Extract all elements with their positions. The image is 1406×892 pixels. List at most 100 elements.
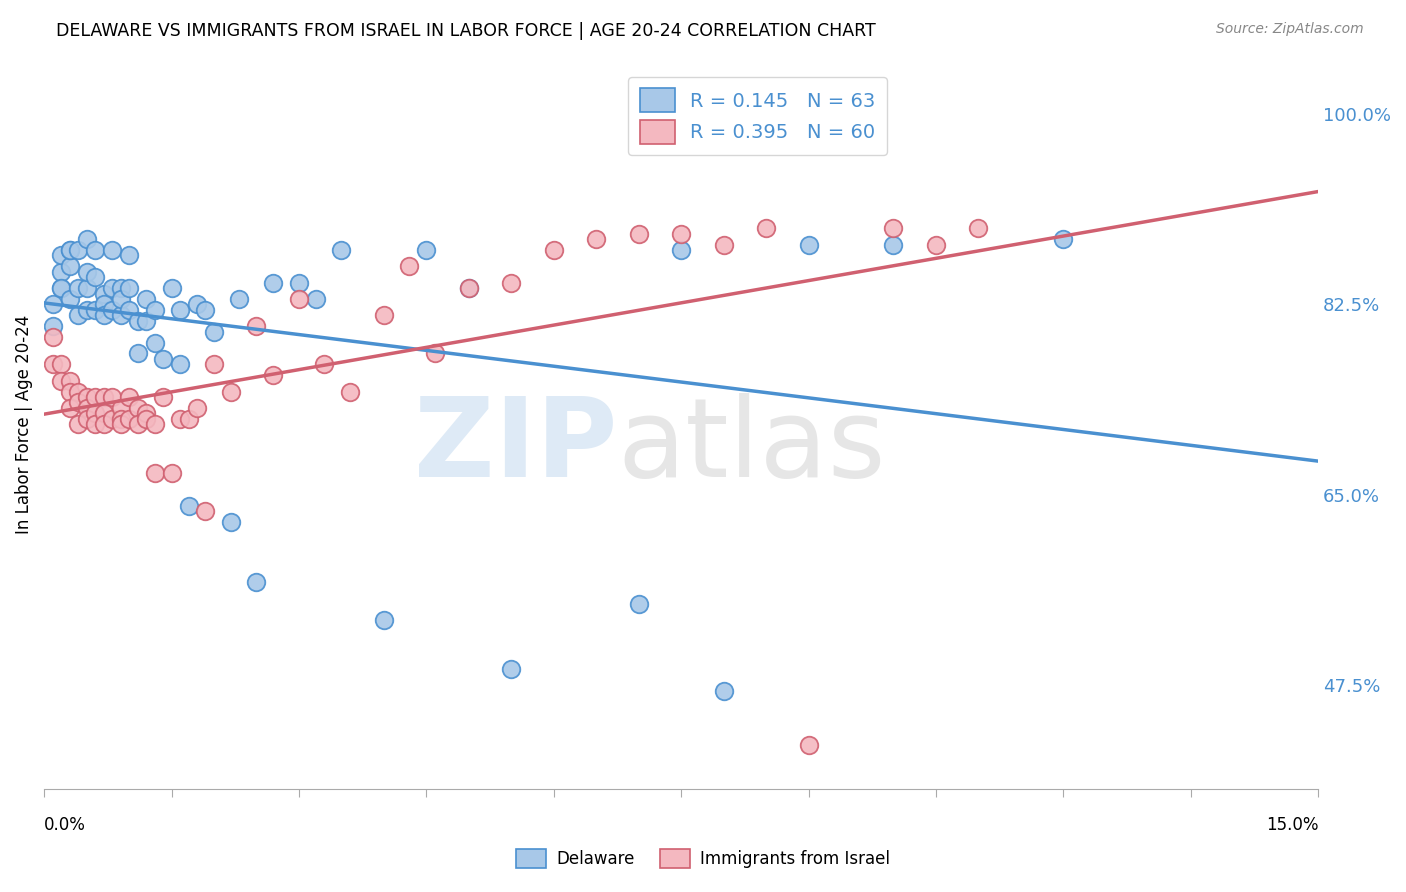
Point: [127, 346, 149, 360]
Point: [882, 221, 904, 235]
Point: [49, 248, 72, 262]
Point: [67, 384, 90, 399]
Point: [84, 270, 107, 285]
Point: [110, 292, 132, 306]
Point: [423, 346, 446, 360]
Point: [143, 302, 166, 317]
Point: [797, 738, 820, 752]
Point: [49, 357, 72, 371]
Point: [882, 237, 904, 252]
Point: [84, 390, 107, 404]
Text: ZIP: ZIP: [413, 392, 617, 500]
Point: [143, 335, 166, 350]
Text: 0.0%: 0.0%: [44, 816, 86, 834]
Point: [627, 597, 650, 611]
Y-axis label: In Labor Force | Age 20-24: In Labor Force | Age 20-24: [15, 315, 32, 533]
Point: [262, 276, 284, 290]
Point: [713, 683, 735, 698]
Point: [288, 292, 311, 306]
Point: [58, 401, 80, 415]
Point: [177, 499, 200, 513]
Point: [118, 281, 141, 295]
Point: [84, 406, 107, 420]
Point: [67, 243, 90, 257]
Point: [228, 292, 250, 306]
Point: [41, 297, 63, 311]
Point: [84, 417, 107, 432]
Point: [101, 281, 124, 295]
Point: [76, 265, 98, 279]
Point: [135, 314, 157, 328]
Point: [76, 232, 98, 246]
Point: [93, 406, 115, 420]
Text: Source: ZipAtlas.com: Source: ZipAtlas.com: [1216, 22, 1364, 37]
Point: [288, 276, 311, 290]
Point: [67, 395, 90, 409]
Point: [93, 297, 115, 311]
Point: [755, 221, 778, 235]
Point: [67, 281, 90, 295]
Point: [194, 302, 217, 317]
Point: [93, 309, 115, 323]
Point: [101, 243, 124, 257]
Point: [58, 292, 80, 306]
Point: [76, 302, 98, 317]
Point: [797, 237, 820, 252]
Point: [305, 292, 328, 306]
Point: [202, 357, 225, 371]
Point: [110, 281, 132, 295]
Point: [101, 411, 124, 425]
Point: [41, 319, 63, 334]
Point: [127, 401, 149, 415]
Point: [76, 401, 98, 415]
Point: [118, 248, 141, 262]
Text: atlas: atlas: [617, 392, 886, 500]
Point: [186, 401, 208, 415]
Point: [1052, 232, 1074, 246]
Point: [501, 276, 523, 290]
Point: [415, 243, 437, 257]
Point: [398, 260, 420, 274]
Point: [67, 309, 90, 323]
Point: [669, 227, 692, 241]
Point: [219, 384, 242, 399]
Point: [135, 292, 157, 306]
Point: [67, 417, 90, 432]
Point: [93, 390, 115, 404]
Point: [49, 374, 72, 388]
Point: [49, 281, 72, 295]
Point: [118, 390, 141, 404]
Point: [177, 411, 200, 425]
Point: [152, 351, 174, 366]
Point: [41, 357, 63, 371]
Point: [93, 417, 115, 432]
Point: [49, 281, 72, 295]
Point: [457, 281, 479, 295]
Point: [373, 309, 395, 323]
Text: DELAWARE VS IMMIGRANTS FROM ISRAEL IN LABOR FORCE | AGE 20-24 CORRELATION CHART: DELAWARE VS IMMIGRANTS FROM ISRAEL IN LA…: [56, 22, 876, 40]
Point: [93, 286, 115, 301]
Point: [543, 243, 565, 257]
Point: [135, 406, 157, 420]
Point: [457, 281, 479, 295]
Point: [110, 411, 132, 425]
Legend: Delaware, Immigrants from Israel: Delaware, Immigrants from Israel: [509, 843, 897, 875]
Point: [194, 504, 217, 518]
Point: [245, 319, 267, 334]
Point: [585, 232, 607, 246]
Point: [925, 237, 948, 252]
Point: [160, 281, 183, 295]
Point: [169, 302, 191, 317]
Point: [58, 243, 80, 257]
Point: [330, 243, 353, 257]
Point: [110, 417, 132, 432]
Point: [262, 368, 284, 383]
Point: [58, 374, 80, 388]
Point: [219, 515, 242, 529]
Point: [76, 411, 98, 425]
Point: [160, 466, 183, 480]
Point: [76, 281, 98, 295]
Point: [84, 302, 107, 317]
Point: [169, 357, 191, 371]
Legend: R = 0.145   N = 63, R = 0.395   N = 60: R = 0.145 N = 63, R = 0.395 N = 60: [628, 77, 887, 155]
